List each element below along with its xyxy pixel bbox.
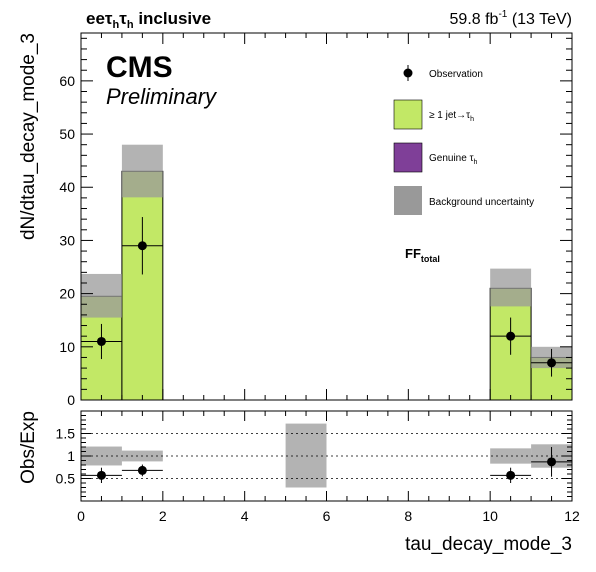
legend-observation-marker — [404, 69, 413, 78]
legend-genuine-tau-swatch — [394, 143, 422, 172]
luminosity-label: 59.8 fb-1 (13 TeV) — [450, 9, 572, 28]
y-tick-label: 50 — [59, 126, 75, 142]
legend-jet-fakes-label: ≥ 1 jet→τh — [429, 110, 474, 123]
legend: Observation ≥ 1 jet→τh Genuine τh Backgr… — [394, 65, 534, 215]
preliminary-label: Preliminary — [106, 84, 218, 109]
y-tick-label: 30 — [59, 232, 75, 248]
x-tick-label: 12 — [564, 508, 580, 524]
ratio-point — [547, 457, 556, 466]
x-tick-label: 0 — [77, 508, 85, 524]
legend-genuine-tau-label: Genuine τh — [429, 153, 478, 166]
uncertainty-box — [81, 274, 122, 318]
legend-uncertainty-label: Background uncertainty — [429, 197, 534, 208]
observation-point — [547, 358, 556, 367]
cms-label: CMS — [106, 51, 173, 84]
ff-annotation: FFtotal — [405, 246, 440, 264]
x-tick-label: 4 — [241, 508, 249, 524]
jet-fakes-bar — [122, 171, 163, 400]
observation-point — [138, 241, 147, 250]
y-tick-label: 10 — [59, 339, 75, 355]
ratio-y-axis-label: Obs/Exp — [18, 411, 39, 484]
legend-uncertainty-swatch — [394, 186, 422, 215]
legend-jet-fakes-swatch — [394, 100, 422, 129]
ratio-panel: 0.5 1 1.5 0 2 4 6 8 10 12 — [56, 411, 580, 524]
ratio-y-tick-label: 1 — [67, 448, 75, 464]
y-tick-label: 40 — [59, 179, 75, 195]
main-y-axis-label: dN/dtau_decay_mode_3 — [18, 33, 39, 240]
ratio-point — [506, 471, 515, 480]
x-axis-label: tau_decay_mode_3 — [405, 534, 572, 555]
x-tick-label: 8 — [404, 508, 412, 524]
ratio-y-tick-label: 0.5 — [56, 471, 76, 487]
ratio-point — [97, 471, 106, 480]
legend-observation-label: Observation — [429, 69, 483, 80]
x-tick-label: 6 — [323, 508, 331, 524]
x-tick-label: 10 — [482, 508, 498, 524]
uncertainty-box — [490, 269, 531, 307]
y-tick-label: 20 — [59, 286, 75, 302]
plot-title: eeτhτh inclusive — [86, 9, 211, 31]
x-tick-label: 2 — [159, 508, 167, 524]
y-tick-label: 60 — [59, 73, 75, 89]
observation-point — [506, 332, 515, 341]
ratio-y-tick-label: 1.5 — [56, 426, 76, 442]
y-tick-label: 0 — [67, 392, 75, 408]
observation-point — [97, 337, 106, 346]
main-panel: 0 10 20 30 40 50 60 CMS Preliminary FFtotal — [59, 33, 572, 408]
ratio-point — [138, 466, 147, 475]
uncertainty-box — [122, 145, 163, 198]
